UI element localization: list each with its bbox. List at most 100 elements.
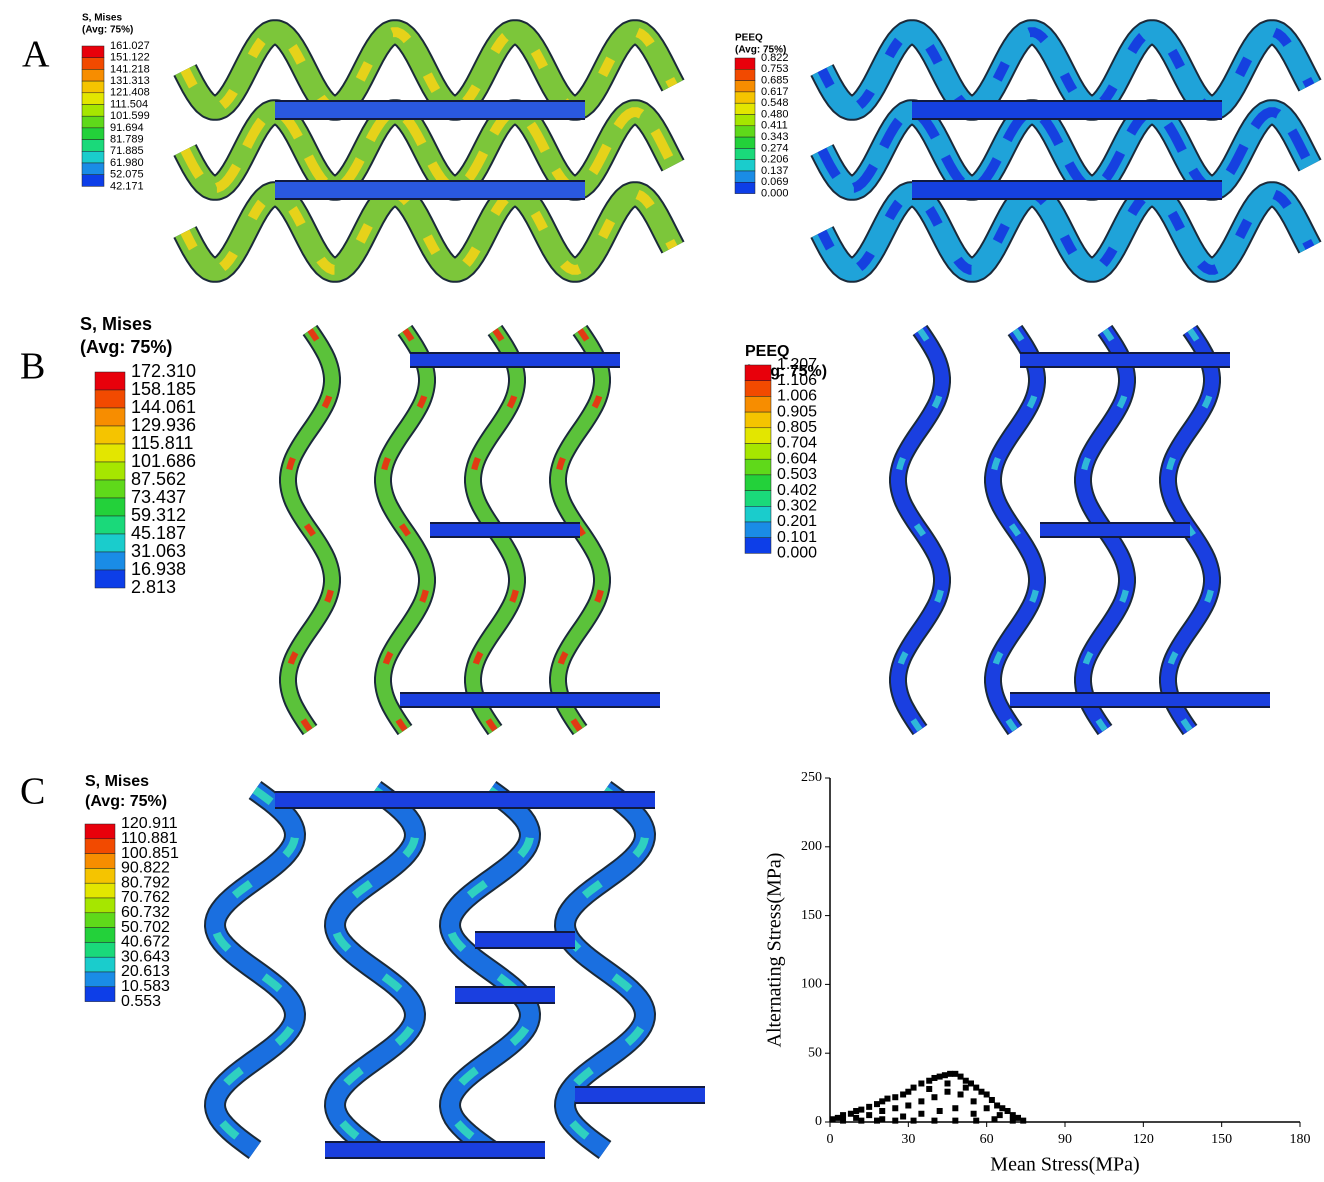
point bbox=[944, 1080, 951, 1087]
legend-band bbox=[94, 443, 126, 463]
legend-value: 0.137 bbox=[761, 165, 789, 177]
legend-band bbox=[94, 497, 126, 517]
legend-value: 40.672 bbox=[121, 934, 170, 951]
point bbox=[905, 1088, 912, 1095]
legend-band bbox=[84, 942, 116, 958]
legend-band bbox=[81, 69, 105, 82]
strut-band bbox=[445, 786, 535, 1154]
panel-label: A bbox=[22, 34, 50, 76]
legend-band bbox=[744, 364, 772, 381]
point bbox=[918, 1110, 925, 1117]
legend-subtitle: (Avg: 75%) bbox=[735, 45, 786, 56]
point bbox=[973, 1084, 980, 1091]
x-tick-label: 90 bbox=[1058, 1132, 1072, 1147]
panel-label: B bbox=[20, 346, 45, 388]
legend-value: 115.811 bbox=[131, 433, 193, 453]
legend-band bbox=[744, 521, 772, 538]
legend-band bbox=[734, 69, 756, 81]
legend-band bbox=[94, 407, 126, 427]
x-tick-label: 30 bbox=[901, 1132, 915, 1147]
legend-value: 151.122 bbox=[110, 52, 150, 64]
legend-band bbox=[734, 80, 756, 93]
legend-band bbox=[81, 104, 105, 117]
legend-value: 0.343 bbox=[761, 131, 789, 143]
legend-band bbox=[744, 458, 772, 476]
legend-value: 0.617 bbox=[761, 86, 789, 98]
point bbox=[874, 1101, 880, 1108]
point bbox=[996, 1112, 1003, 1119]
strut-band bbox=[210, 786, 300, 1154]
legend-band bbox=[94, 569, 126, 589]
point bbox=[892, 1094, 899, 1101]
legend-value: 1.106 bbox=[777, 372, 817, 389]
strut-band bbox=[330, 786, 420, 1154]
legend-band bbox=[734, 57, 756, 70]
y-tick-label: 50 bbox=[808, 1045, 822, 1060]
legend-value: 59.312 bbox=[131, 505, 186, 525]
strut-band bbox=[817, 27, 1315, 113]
legend-band bbox=[744, 506, 772, 523]
point bbox=[884, 1095, 891, 1102]
legend-band bbox=[94, 515, 126, 535]
strut bbox=[206, 782, 304, 1158]
legend-value: 0.302 bbox=[777, 498, 817, 515]
point bbox=[983, 1105, 990, 1112]
legend-band bbox=[744, 411, 772, 429]
legend-band bbox=[744, 537, 772, 554]
legend-value: 0.201 bbox=[777, 513, 817, 530]
legend-value: 0.604 bbox=[777, 450, 817, 467]
legend-band bbox=[744, 490, 772, 507]
legend-value: 71.885 bbox=[110, 145, 144, 157]
legend-band bbox=[81, 92, 105, 105]
legend-value: 144.061 bbox=[131, 397, 196, 417]
point bbox=[900, 1113, 907, 1120]
legend-value: 111.504 bbox=[110, 98, 148, 110]
legend-title: PEEQ bbox=[745, 343, 789, 360]
legend-value: 100.851 bbox=[121, 845, 179, 862]
legend-band bbox=[94, 533, 126, 553]
legend-band bbox=[94, 425, 126, 445]
point bbox=[829, 1116, 836, 1123]
point bbox=[968, 1080, 974, 1087]
legend-band bbox=[84, 986, 116, 1002]
legend-value: 91.694 bbox=[110, 122, 144, 134]
legend-value: 16.938 bbox=[131, 559, 186, 579]
legend-value: 0.503 bbox=[777, 466, 817, 483]
legend-value: 20.613 bbox=[121, 963, 170, 980]
point bbox=[944, 1088, 951, 1095]
legend-value: 121.408 bbox=[110, 87, 150, 99]
strut-band bbox=[894, 328, 946, 732]
y-tick-label: 200 bbox=[801, 839, 822, 854]
legend-band bbox=[734, 136, 756, 149]
y-tick-label: 100 bbox=[801, 977, 822, 992]
legend-title: PEEQ bbox=[735, 33, 763, 44]
point bbox=[866, 1112, 873, 1119]
legend-subtitle: (Avg: 75%) bbox=[85, 793, 167, 810]
strut-band bbox=[284, 328, 336, 732]
legend-subtitle: (Avg: 75%) bbox=[80, 337, 172, 357]
legend-value: 101.599 bbox=[110, 110, 150, 122]
legend-value: 90.822 bbox=[121, 860, 170, 877]
strut-band bbox=[180, 27, 678, 113]
legend-value: 1.207 bbox=[777, 356, 817, 373]
legend-band bbox=[744, 443, 772, 460]
strut bbox=[175, 101, 683, 199]
legend-value: 80.792 bbox=[121, 874, 170, 891]
legend-band bbox=[81, 57, 105, 70]
legend-band bbox=[81, 174, 105, 187]
legend-value: 110.881 bbox=[121, 830, 178, 847]
point bbox=[840, 1112, 847, 1119]
legend-value: 0.704 bbox=[777, 435, 817, 452]
legend-band bbox=[734, 91, 756, 104]
point bbox=[952, 1105, 959, 1112]
point bbox=[853, 1114, 860, 1121]
strut-band bbox=[817, 189, 1315, 275]
point bbox=[994, 1102, 1001, 1109]
point bbox=[970, 1110, 977, 1117]
legend-value: 129.936 bbox=[131, 415, 196, 435]
legend-value: 0.480 bbox=[761, 108, 789, 120]
point bbox=[840, 1117, 847, 1124]
point bbox=[892, 1105, 899, 1112]
legend-band bbox=[94, 479, 126, 499]
